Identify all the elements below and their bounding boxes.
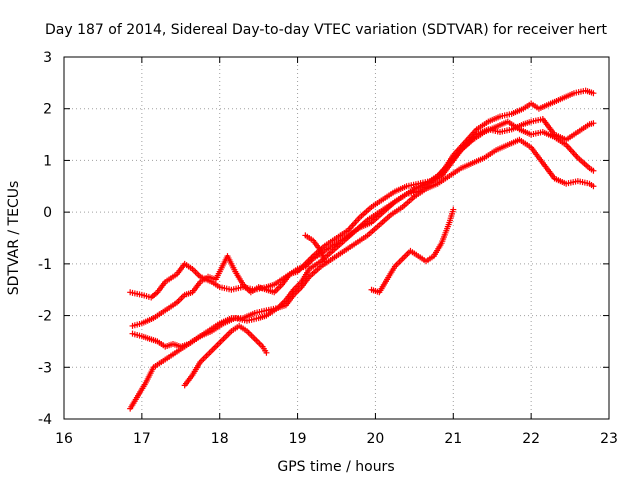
x-tick-label: 20 — [367, 431, 385, 447]
series-s4 — [127, 118, 597, 412]
x-tick-label: 17 — [133, 431, 151, 447]
data-point — [450, 206, 457, 213]
y-axis-label: SDTVAR / TECUs — [6, 181, 22, 296]
data-point — [590, 167, 597, 174]
x-tick-label: 16 — [55, 431, 73, 447]
tick-marks — [63, 56, 610, 420]
y-tick-label: 1 — [43, 153, 52, 169]
y-tick-label: -2 — [38, 309, 52, 325]
y-tick-label: 0 — [43, 205, 52, 221]
y-tick-label: -4 — [38, 412, 52, 428]
x-tick-label: 22 — [522, 431, 540, 447]
x-axis-label: GPS time / hours — [277, 459, 394, 475]
y-tick-labels: -4 -3 -2 -1 0 1 2 3 — [38, 50, 52, 428]
data-point — [590, 183, 597, 190]
y-tick-label: -1 — [38, 257, 52, 273]
y-tick-label: 3 — [43, 50, 52, 66]
data-point — [590, 120, 597, 127]
plot-frame — [63, 56, 610, 420]
series-s6 — [302, 232, 328, 265]
x-tick-labels: 16 17 18 19 20 21 22 23 — [55, 431, 618, 447]
series-s3 — [129, 136, 597, 350]
data-point — [263, 349, 270, 356]
series-s5 — [181, 322, 270, 389]
data-point — [321, 258, 328, 265]
chart-title: Day 187 of 2014, Sidereal Day-to-day VTE… — [45, 22, 607, 38]
x-tick-label: 18 — [211, 431, 229, 447]
x-tick-label: 19 — [289, 431, 307, 447]
y-tick-label: -3 — [38, 360, 52, 376]
grid-lines — [64, 57, 609, 419]
series-s7 — [368, 206, 457, 296]
x-tick-label: 23 — [600, 431, 618, 447]
y-tick-label: 2 — [43, 102, 52, 118]
x-tick-label: 21 — [444, 431, 462, 447]
data-marks — [127, 87, 597, 412]
data-point — [590, 90, 597, 97]
